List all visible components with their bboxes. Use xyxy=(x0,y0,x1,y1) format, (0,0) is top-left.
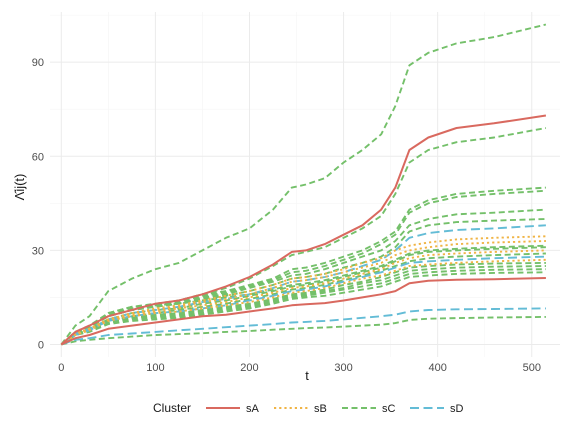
legend-label-sB: sB xyxy=(314,403,327,415)
series-line-sC xyxy=(60,23,547,346)
series-line-sD xyxy=(60,224,546,346)
x-axis-title: t xyxy=(305,368,309,383)
x-tick-label: 500 xyxy=(523,362,541,374)
x-tick-label: 0 xyxy=(58,362,64,374)
x-tick-label: 200 xyxy=(240,362,258,374)
y-tick-label: 30 xyxy=(32,245,44,257)
y-tick-labels: 0 30 60 90 xyxy=(32,57,44,351)
series-line-sC xyxy=(60,265,546,346)
legend: Cluster sA sB sC sD xyxy=(153,401,464,415)
x-tick-label: 100 xyxy=(146,362,164,374)
y-tick-label: 0 xyxy=(38,339,44,351)
series-line-sC xyxy=(60,271,546,346)
legend-title: Cluster xyxy=(153,401,191,415)
legend-label-sA: sA xyxy=(246,403,260,415)
series-line-sC xyxy=(61,315,546,346)
legend-label-sC: sC xyxy=(382,403,396,415)
series-line-sB xyxy=(60,240,546,346)
x-tick-label: 300 xyxy=(334,362,352,374)
series-line-sC xyxy=(60,268,546,346)
x-tick-labels: 0 100 200 300 400 500 xyxy=(58,362,541,374)
series-line-sB xyxy=(60,235,546,346)
series-line-sC xyxy=(60,186,546,346)
series-line-sC xyxy=(60,244,546,346)
series-line-sC xyxy=(60,189,546,346)
series-lines xyxy=(60,23,547,346)
series-line-sA xyxy=(60,114,547,346)
series-line-sD xyxy=(60,307,546,346)
legend-label-sD: sD xyxy=(450,403,464,415)
y-axis-title: Λ̂ij(t) xyxy=(12,174,27,201)
series-line-sB xyxy=(60,249,546,346)
series-line-sA xyxy=(60,277,546,346)
series-line-sB xyxy=(60,258,546,346)
y-tick-label: 90 xyxy=(32,57,44,69)
x-tick-label: 400 xyxy=(428,362,446,374)
y-tick-label: 60 xyxy=(32,151,44,163)
